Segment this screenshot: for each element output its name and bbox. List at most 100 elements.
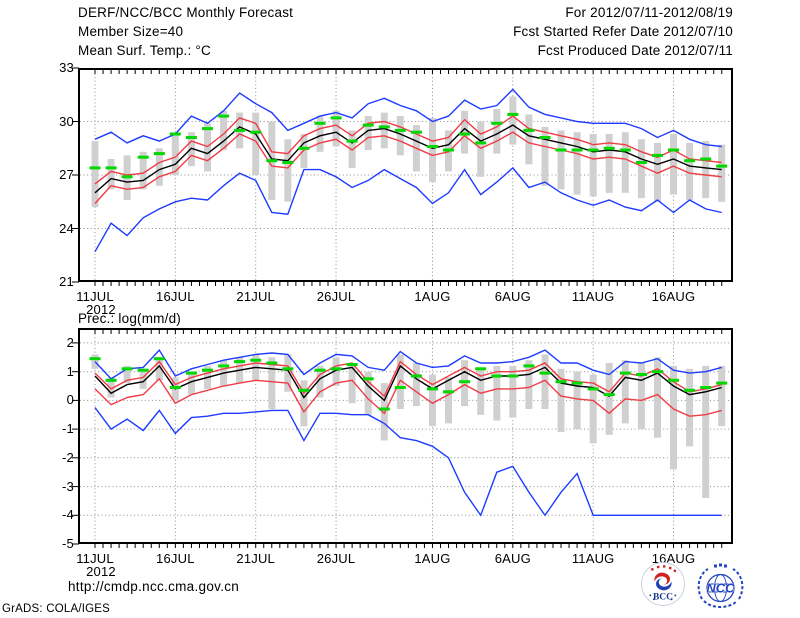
ensemble-spread-gray: [396, 116, 404, 156]
daily-green-dashes: [346, 363, 358, 366]
ensemble-spread-gray: [123, 365, 131, 384]
daily-green-dashes: [491, 374, 503, 378]
daily-green-dashes: [555, 148, 567, 152]
ensemble-spread-gray: [171, 134, 179, 175]
y-tick-label: -3: [62, 478, 74, 494]
daily-green-dashes: [652, 153, 663, 157]
ensemble-spread-gray: [637, 363, 645, 430]
daily-green-dashes: [298, 388, 310, 392]
daily-green-dashes: [330, 116, 342, 120]
ensemble-spread-gray: [637, 139, 645, 199]
ensemble-spread-gray: [461, 110, 469, 154]
daily-green-dashes: [684, 388, 696, 392]
y-tick-label: -5: [62, 536, 74, 551]
daily-green-dashes: [587, 387, 599, 391]
ensemble-spread-gray: [670, 134, 677, 195]
ensemble-spread-gray: [412, 363, 420, 407]
daily-green-dashes: [555, 380, 567, 384]
ensemble-spread-gray: [605, 134, 613, 193]
ensemble-spread-gray: [155, 148, 163, 186]
member-size-label: Member Size=40: [78, 24, 184, 39]
daily-green-dashes: [346, 139, 358, 143]
daily-green-dashes: [507, 112, 519, 116]
daily-green-dashes: [282, 161, 294, 164]
x-tick-label: 6AUG: [494, 289, 531, 304]
daily-green-dashes: [105, 378, 117, 382]
daily-green-dashes: [378, 125, 390, 129]
ensemble-spread-gray: [621, 360, 629, 424]
daily-green-dashes: [169, 132, 181, 136]
daily-green-dashes: [603, 146, 615, 150]
ensemble-spread-gray: [605, 363, 613, 435]
y-tick-label: 27: [59, 167, 74, 182]
daily-green-dashes: [571, 148, 583, 152]
ensemble-spread-gray: [702, 141, 710, 199]
ensemble-spread-gray: [268, 357, 276, 409]
ensemble-spread-gray: [621, 132, 629, 193]
ensemble-spread-gray: [670, 365, 677, 470]
daily-green-dashes: [298, 146, 310, 150]
ensemble-spread-gray: [187, 371, 195, 395]
ensemble-spread-gray: [509, 96, 517, 145]
ensemble-spread-gray: [316, 365, 324, 398]
bcc-logo-text: BCC: [653, 593, 673, 603]
y-tick-label: -2: [62, 449, 74, 465]
x-tick-label: 16AUG: [651, 289, 696, 304]
x-tick-label: 1AUG: [414, 551, 451, 566]
daily-green-dashes: [443, 148, 454, 152]
logos: BCC NCC: [639, 561, 749, 613]
fcst-started-label: Fcst Started Refer Date 2012/07/10: [513, 24, 733, 39]
ensemble-spread-gray: [702, 365, 710, 498]
daily-green-dashes: [635, 373, 647, 376]
daily-green-dashes: [619, 371, 631, 375]
ensemble-spread-gray: [541, 126, 549, 186]
ensemble-spread-gray: [461, 360, 469, 407]
temperature-chart-title: Mean Surf. Temp.: °C: [78, 43, 211, 58]
bcc-rim-marks-top: [650, 565, 677, 573]
precipitation-chart-title: Prec.: log(mm/d): [78, 311, 181, 326]
ensemble-spread-gray: [589, 134, 597, 197]
daily-green-dashes: [282, 367, 294, 371]
x-tick-label: 11AUG: [571, 551, 615, 566]
forecast-range: For 2012/07/11-2012/08/19: [565, 5, 733, 20]
daily-green-dashes: [362, 123, 374, 127]
ensemble-spread-gray: [204, 123, 211, 172]
daily-green-dashes: [459, 380, 471, 384]
daily-green-dashes: [619, 148, 631, 152]
x-tick-label: 16JUL: [156, 551, 195, 566]
ensemble-spread-gray: [686, 368, 694, 447]
ensemble-spread-gray: [573, 132, 581, 195]
daily-green-dashes: [89, 166, 101, 170]
daily-green-dashes: [539, 136, 551, 139]
x-tick-label: 26JUL: [316, 551, 356, 566]
daily-green-dashes: [218, 364, 230, 368]
ensemble-spread-gray: [654, 357, 661, 438]
daily-green-dashes: [202, 127, 213, 131]
upper-band-red: [94, 115, 722, 185]
precipitation-chart: [72, 328, 733, 548]
daily-green-dashes: [684, 159, 696, 163]
daily-green-dashes: [491, 121, 503, 125]
ensemble-spread-gray: [91, 354, 99, 369]
daily-green-dashes: [427, 387, 438, 391]
daily-green-dashes: [314, 121, 326, 125]
daily-green-dashes: [443, 390, 454, 394]
daily-green-dashes: [700, 157, 712, 161]
ensemble-spread-gray: [493, 109, 501, 154]
upper-band-red: [94, 360, 722, 398]
header-row-2: Member Size=40 Fcst Started Refer Date 2…: [78, 24, 733, 41]
daily-green-dashes: [394, 386, 406, 389]
header-row-3: Mean Surf. Temp.: °C Fcst Produced Date …: [78, 43, 733, 60]
daily-green-dashes: [410, 130, 422, 134]
ensemble-spread-gray: [686, 142, 694, 200]
lower-band-red: [94, 377, 722, 417]
ensemble-max-blue: [94, 348, 722, 380]
daily-green-dashes: [185, 371, 197, 375]
ensemble-spread-gray: [139, 368, 147, 389]
x-tick-label: 16JUL: [156, 289, 195, 304]
daily-green-dashes: [218, 114, 230, 118]
y-tick-label: -4: [62, 507, 74, 523]
daily-green-dashes: [137, 368, 149, 372]
ensemble-spread-gray: [589, 374, 597, 444]
x-tick-label: 21JUL: [236, 289, 275, 304]
